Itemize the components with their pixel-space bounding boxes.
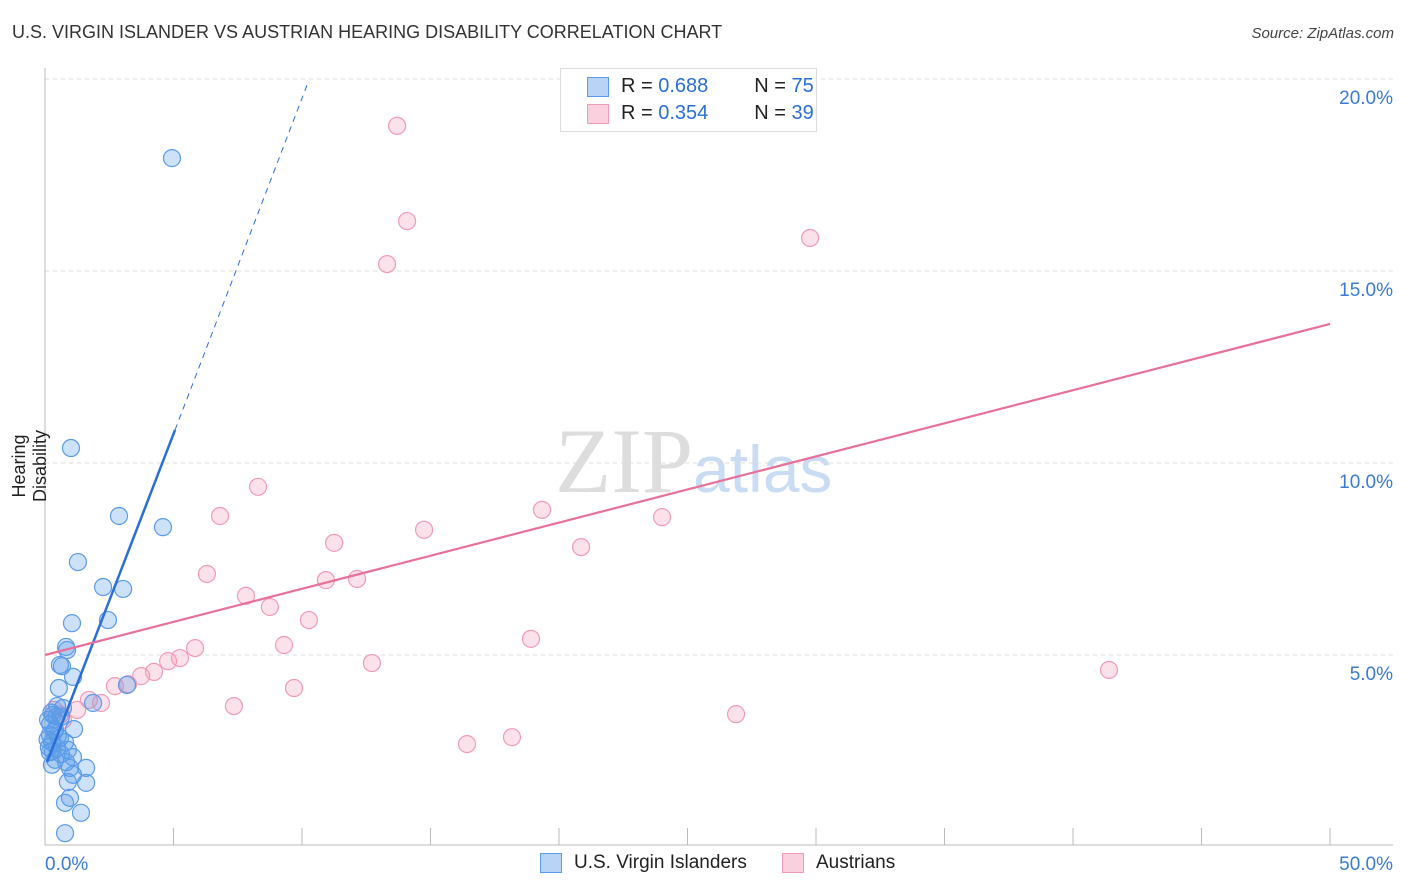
austrians-point — [284, 678, 304, 698]
austrians-point — [260, 597, 279, 617]
austrians-point — [398, 211, 417, 231]
austrians-point — [210, 506, 230, 526]
austrians-point — [197, 564, 217, 584]
austrians-point — [572, 537, 591, 557]
austrians-trendline — [44, 322, 1331, 657]
virgin-islanders-point — [117, 675, 137, 695]
watermark: ZIPatlas — [555, 410, 832, 512]
series-name: Austrians — [816, 852, 896, 873]
austrians-point — [68, 700, 87, 720]
austrians-point — [726, 705, 746, 724]
virgin-islanders-point — [64, 720, 84, 739]
virgin-islanders-point — [62, 614, 82, 633]
y-tick-label: 15.0% — [1339, 280, 1393, 301]
virgin-islanders-point — [52, 657, 72, 676]
source-label: Source: ZipAtlas.com — [1251, 25, 1394, 42]
r-label: R = — [621, 102, 653, 124]
austrians-point — [502, 728, 522, 747]
virgin-islanders-trendline — [45, 429, 177, 763]
bottom-legend-virgin-islanders: U.S. Virgin Islanders — [540, 852, 747, 874]
virgin-islanders-point — [93, 577, 113, 597]
legend-row-austrians: R = 0.354 N = 39 — [587, 102, 814, 125]
austrians-point — [800, 228, 820, 248]
legend-swatch-blue — [587, 76, 609, 97]
r-value: 0.354 — [658, 102, 709, 124]
austrians-point — [132, 667, 151, 686]
austrians-point — [532, 500, 552, 519]
y-tick-label: 20.0% — [1339, 88, 1393, 109]
n-label: N = — [754, 102, 786, 124]
virgin-islanders-point — [60, 788, 80, 807]
austrians-point — [325, 533, 344, 552]
virgin-islanders-point — [109, 506, 129, 526]
virgin-islanders-point — [55, 824, 75, 843]
austrians-point — [274, 635, 294, 655]
virgin-islanders-point — [55, 793, 75, 812]
r-label: R = — [621, 75, 653, 97]
austrians-point — [299, 610, 319, 630]
chart-title: U.S. VIRGIN ISLANDER VS AUSTRIAN HEARING… — [12, 22, 723, 42]
virgin-islanders-point — [61, 438, 81, 458]
austrians-point — [170, 648, 190, 668]
austrians-point — [387, 116, 407, 135]
x-tick-label: 50.0% — [1339, 854, 1393, 875]
austrians-point — [457, 734, 477, 754]
virgin-islanders-point — [83, 693, 103, 713]
virgin-islanders-point — [58, 773, 77, 792]
virgin-islanders-point — [49, 678, 68, 698]
virgin-islanders-point — [153, 518, 173, 537]
legend-swatch-pink — [782, 853, 804, 873]
legend-swatch-pink — [587, 103, 609, 124]
austrians-point — [377, 254, 397, 274]
bottom-legend-austrians: Austrians — [782, 852, 895, 874]
series-name: U.S. Virgin Islanders — [574, 852, 747, 873]
virgin-islanders-point — [162, 149, 182, 168]
austrians-point — [521, 629, 541, 648]
x-tick-label: 0.0% — [45, 854, 88, 875]
virgin-islanders-point — [71, 803, 91, 822]
legend-swatch-blue — [540, 853, 562, 873]
y-tick-label: 5.0% — [1350, 664, 1393, 685]
y-tick-label: 10.0% — [1339, 472, 1393, 493]
virgin-islanders-trendline-extension — [174, 82, 309, 431]
austrians-point — [118, 675, 138, 694]
austrians-point — [362, 653, 382, 673]
austrians-point — [224, 696, 243, 716]
austrians-point — [248, 477, 268, 496]
austrians-point — [159, 652, 178, 671]
virgin-islanders-point — [42, 703, 61, 722]
r-value: 0.688 — [658, 75, 709, 97]
austrians-point — [1099, 660, 1119, 680]
austrians-point — [414, 520, 434, 539]
n-value: 75 — [791, 75, 814, 97]
virgin-islanders-point — [77, 773, 96, 792]
n-label: N = — [754, 75, 786, 97]
legend-row-virgin-islanders: R = 0.688 N = 75 — [587, 75, 814, 98]
austrians-point — [185, 638, 205, 658]
n-value: 39 — [791, 102, 814, 124]
austrians-point — [652, 508, 672, 527]
y-axis-label: Hearing Disability — [9, 429, 50, 503]
legend: R = 0.688 N = 75 R = 0.354 N = 39 — [560, 68, 817, 132]
virgin-islanders-point — [68, 552, 87, 572]
